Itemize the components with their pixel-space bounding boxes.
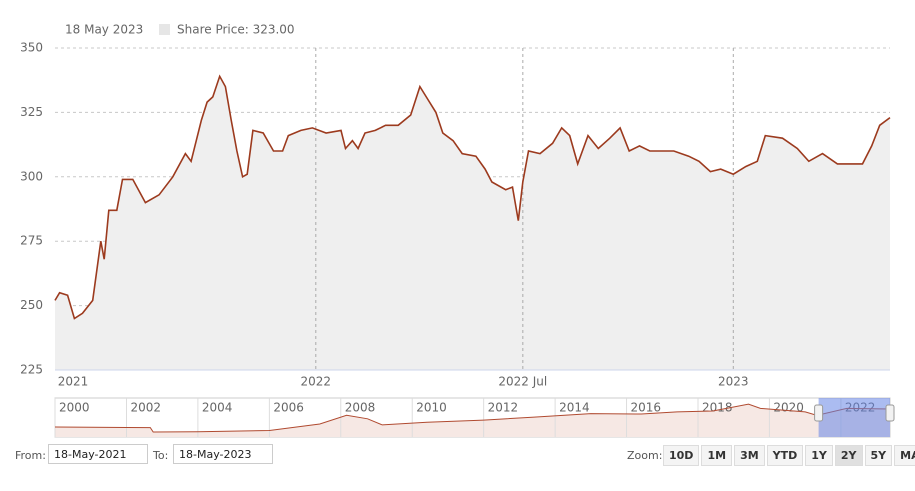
to-input[interactable]: 18-May-2023 xyxy=(173,444,273,464)
area xyxy=(55,76,890,371)
line xyxy=(54,74,891,320)
navigator-label: 2020 xyxy=(773,401,804,415)
tooltip-swatch xyxy=(159,24,170,35)
y-tick-label: 325 xyxy=(20,105,43,119)
x-tick-label: 2022 Jul xyxy=(498,375,547,389)
x-tick-label: 2023 xyxy=(718,375,749,389)
navigator-label: 2004 xyxy=(202,401,233,415)
from-input[interactable]: 18-May-2021 xyxy=(48,444,148,464)
zoom-button[interactable]: 1Y xyxy=(805,445,833,466)
navigator-label: 2016 xyxy=(631,401,662,415)
navigator-label: 2012 xyxy=(488,401,519,415)
navigator-label: 2002 xyxy=(130,401,161,415)
zoom-button[interactable]: 2Y xyxy=(834,445,863,466)
navigator-label: 2000 xyxy=(59,401,90,415)
y-tick-label: 275 xyxy=(20,234,43,248)
tooltip-text: Share Price: 323.00 xyxy=(177,23,295,37)
zoom-button[interactable]: MAX xyxy=(894,445,915,466)
navigator-label: 2014 xyxy=(559,401,590,415)
zoom-button[interactable]: 5Y xyxy=(864,445,893,466)
zoom-button[interactable]: 3M xyxy=(734,445,765,466)
x-tick-label: 2022 xyxy=(301,375,332,389)
tooltip-date: 18 May 2023 xyxy=(65,23,143,37)
zoom-button[interactable]: 1M xyxy=(701,445,733,466)
navigator-handle[interactable] xyxy=(885,404,895,422)
navigator-handle[interactable] xyxy=(814,404,824,422)
to-label: To: xyxy=(153,449,169,462)
navigator-label: 2006 xyxy=(273,401,304,415)
zoom-button[interactable]: YTD xyxy=(766,445,804,466)
y-tick-label: 250 xyxy=(20,298,43,312)
navigator-label: 2008 xyxy=(345,401,376,415)
y-tick-label: 300 xyxy=(20,169,43,183)
line xyxy=(54,403,891,433)
from-label: From: xyxy=(15,449,46,462)
zoom-buttons: 10D1M3MYTD1Y2Y5YMAX xyxy=(663,445,915,466)
x-tick-label: 2021 xyxy=(58,375,89,389)
y-tick-label: 350 xyxy=(20,41,43,55)
chart: 18 May 2023 Share Price: 323.00 225 250 27… xyxy=(20,23,895,438)
y-tick-label: 225 xyxy=(20,363,43,377)
zoom-label: Zoom: xyxy=(627,449,663,462)
navigator-label: 2018 xyxy=(702,401,733,415)
zoom-button[interactable]: 10D xyxy=(663,445,700,466)
navigator-selection xyxy=(818,398,890,437)
navigator-label: 2010 xyxy=(416,401,447,415)
